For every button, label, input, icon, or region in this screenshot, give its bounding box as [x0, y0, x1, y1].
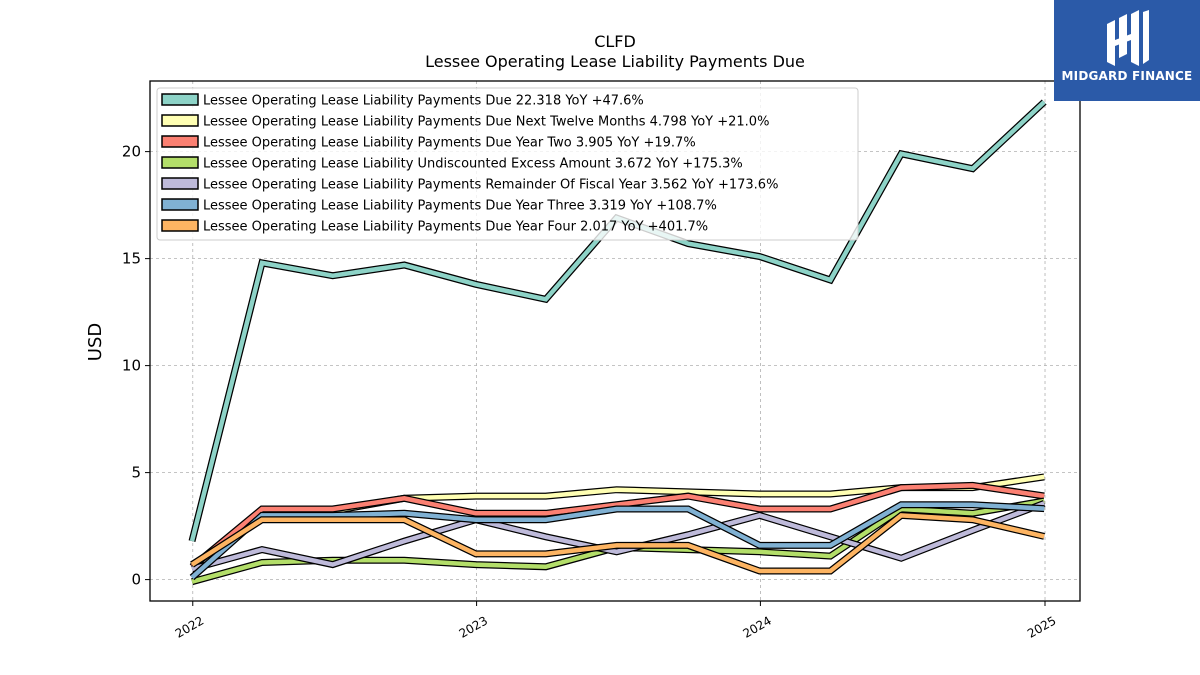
y-tick-label: 5 — [131, 464, 141, 482]
legend-swatch — [161, 177, 199, 190]
y-tick-label: 0 — [131, 571, 141, 589]
legend-entry: Lessee Operating Lease Liability Payment… — [203, 136, 696, 151]
legend-swatch — [161, 156, 199, 169]
legend-entry: Lessee Operating Lease Liability Payment… — [203, 199, 717, 214]
legend-entry: Lessee Operating Lease Liability Payment… — [203, 94, 644, 109]
legend-entry: Lessee Operating Lease Liability Payment… — [203, 220, 708, 235]
legend-entry: Lessee Operating Lease Liability Payment… — [203, 178, 778, 193]
series-line-7 — [190, 511, 1045, 575]
series-lines — [188, 99, 1047, 586]
series-stroke — [190, 513, 1045, 574]
legend-swatch — [161, 114, 199, 127]
y-axis-ticks: 0 5 10 15 20 — [122, 143, 150, 589]
series-line-5 — [191, 500, 1046, 573]
series-stroke — [191, 501, 1045, 572]
legend-swatch — [161, 93, 199, 106]
x-tick-label: 2022 — [173, 613, 206, 640]
x-tick-label: 2023 — [457, 613, 490, 640]
y-tick-label: 15 — [122, 250, 141, 268]
y-tick-label: 10 — [122, 357, 141, 375]
legend: Lessee Operating Lease Liability Payment… — [156, 87, 859, 241]
series-stroke — [190, 483, 1045, 569]
legend-box — [156, 87, 859, 241]
brand-logo: MIDGARD FINANCE — [1054, 0, 1200, 101]
series-line-3 — [189, 481, 1045, 570]
brand-name: MIDGARD FINANCE — [1061, 69, 1193, 83]
x-tick-label: 2025 — [1025, 613, 1058, 640]
legend-entry: Lessee Operating Lease Liability Payment… — [203, 115, 769, 130]
legend-swatch — [161, 219, 199, 232]
x-axis-ticks: 2022 2023 2024 2025 — [173, 601, 1059, 641]
y-axis-label: USD — [85, 323, 106, 361]
legend-swatch — [161, 198, 199, 211]
chart-subtitle: Lessee Operating Lease Liability Payment… — [425, 52, 805, 71]
chart-title: CLFD — [594, 32, 636, 51]
series-line-6 — [189, 501, 1045, 581]
plot-area-frame — [149, 80, 1081, 602]
legend-entry: Lessee Operating Lease Liability Undisco… — [203, 157, 743, 172]
x-tick-label: 2024 — [740, 613, 773, 640]
series-stroke — [190, 502, 1045, 580]
mh-monogram-icon — [1107, 10, 1149, 66]
legend-swatch — [161, 135, 199, 148]
y-tick-label: 20 — [122, 143, 141, 161]
